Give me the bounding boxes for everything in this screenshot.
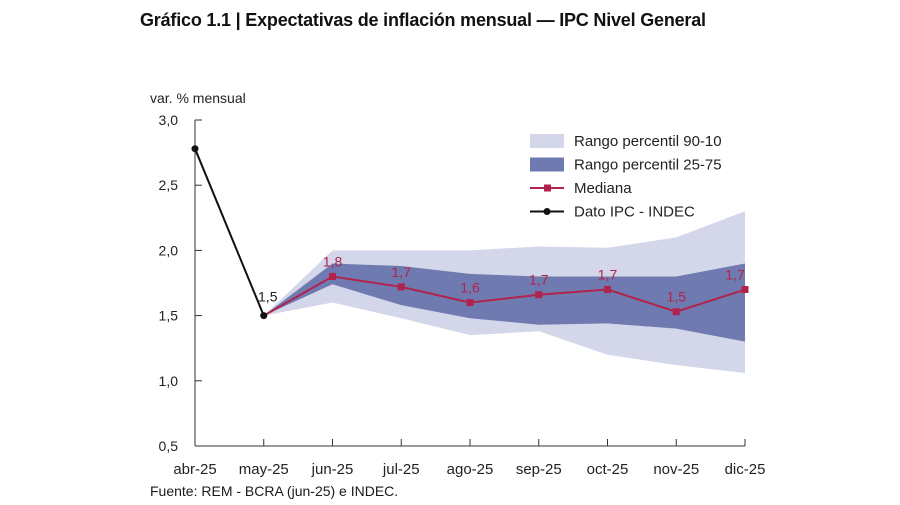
y-tick-label: 2,0 bbox=[159, 242, 179, 258]
x-tick-label: nov-25 bbox=[653, 461, 699, 478]
median-series-line bbox=[263, 275, 746, 317]
x-tick-label: oct-25 bbox=[587, 461, 629, 478]
y-tick-label: 1,0 bbox=[159, 373, 179, 389]
median-point bbox=[397, 283, 405, 291]
median-data-label: 1,8 bbox=[323, 253, 343, 269]
legend-marker-median bbox=[544, 184, 551, 192]
median-data-label: 1,7 bbox=[598, 267, 618, 283]
median-point bbox=[741, 286, 749, 294]
x-tick-label: jun-25 bbox=[311, 461, 354, 478]
x-tick-label: may-25 bbox=[239, 461, 289, 478]
x-tick-label: dic-25 bbox=[725, 461, 766, 478]
legend-swatch-25-75 bbox=[530, 157, 564, 172]
median-data-label: 1,6 bbox=[460, 280, 480, 296]
ipc-point bbox=[260, 312, 268, 320]
median-data-label: 1,7 bbox=[725, 267, 745, 283]
ipc-point bbox=[191, 145, 199, 153]
median-point bbox=[604, 286, 611, 294]
legend-label-25-75: Rango percentil 25-75 bbox=[574, 157, 722, 174]
y-tick-label: 3,0 bbox=[159, 112, 179, 128]
y-tick-label: 2,5 bbox=[159, 177, 179, 193]
median-point bbox=[466, 299, 474, 307]
median-data-label: 1,7 bbox=[529, 272, 549, 288]
median-point bbox=[672, 308, 680, 316]
median-data-label: 1,7 bbox=[392, 264, 412, 280]
median-point bbox=[329, 272, 336, 280]
ipc-data-label: 1,5 bbox=[258, 289, 278, 305]
median-data-label: 1,5 bbox=[667, 289, 687, 305]
y-axis-label: var. % mensual bbox=[150, 90, 246, 106]
source-note: Fuente: REM - BCRA (jun-25) e INDEC. bbox=[150, 483, 399, 499]
x-tick-label: abr-25 bbox=[173, 461, 216, 478]
chart-title: Gráfico 1.1 | Expectativas de inflación … bbox=[140, 10, 706, 30]
x-tick-label: ago-25 bbox=[447, 461, 494, 478]
band-percentile-25-75 bbox=[263, 263, 745, 342]
x-tick-label: sep-25 bbox=[516, 461, 562, 478]
legend-label-90-10: Rango percentil 90-10 bbox=[574, 133, 722, 150]
ipc-series-line bbox=[194, 148, 265, 316]
legend-marker-ipc bbox=[543, 208, 551, 215]
legend-label-ipc: Dato IPC - INDEC bbox=[574, 204, 695, 221]
legend-swatch-90-10 bbox=[530, 134, 564, 148]
y-tick-label: 0,5 bbox=[159, 438, 179, 454]
median-point bbox=[535, 291, 543, 299]
y-tick-label: 1,5 bbox=[159, 308, 179, 324]
x-tick-label: jul-25 bbox=[382, 461, 420, 478]
legend-label-median: Mediana bbox=[574, 180, 632, 197]
